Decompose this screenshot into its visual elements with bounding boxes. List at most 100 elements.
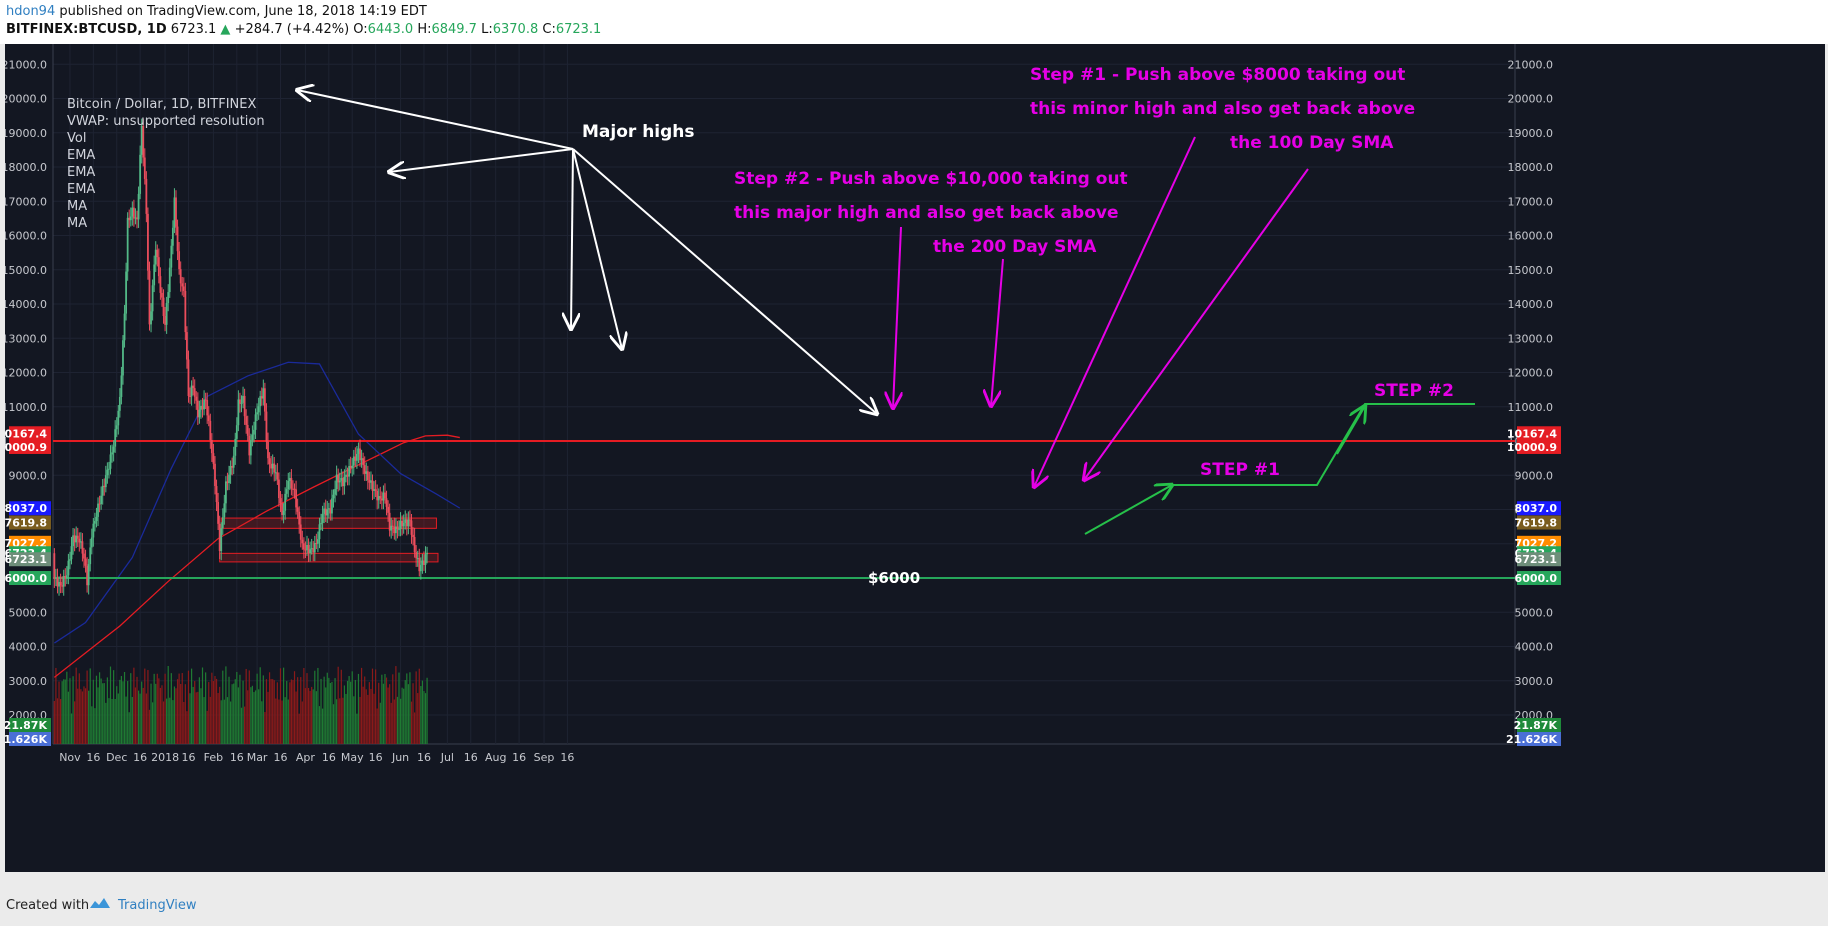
annotation-text: this major high and also get back above	[734, 203, 1119, 223]
volume-bar	[259, 667, 261, 744]
candle-body	[254, 414, 257, 430]
volume-bar	[219, 686, 221, 744]
volume-bar	[184, 684, 186, 744]
volume-bar	[272, 679, 274, 744]
candle-body	[148, 270, 151, 325]
volume-bar	[59, 699, 62, 744]
volume-bar	[74, 701, 76, 744]
candle-body	[98, 503, 101, 505]
volume-bar	[251, 685, 254, 744]
annotation-arrow-white	[297, 90, 574, 150]
candle-body	[157, 257, 160, 277]
price-label-badge-left	[9, 501, 51, 516]
candle-body	[424, 554, 427, 565]
candle-body	[108, 468, 110, 470]
candle-body	[184, 290, 187, 333]
volume-bar	[379, 702, 381, 744]
up-arrow-icon: ▲	[220, 22, 231, 37]
candle-body	[104, 475, 107, 488]
volume-bar	[253, 692, 255, 744]
price-tick-right: 5000.0	[1515, 606, 1554, 619]
volume-bar	[332, 704, 335, 744]
candle-body	[215, 486, 218, 503]
volume-bar	[162, 701, 165, 744]
candle-body	[332, 494, 335, 499]
volume-bar	[222, 670, 224, 744]
volume-bar	[399, 698, 402, 744]
volume-bar	[128, 712, 130, 744]
price-label-text-left: 10000.9	[5, 441, 47, 454]
candle-body	[112, 446, 115, 453]
volume-bar	[123, 671, 126, 744]
created-with-text: Created with	[6, 898, 90, 913]
volume-bar	[158, 678, 160, 744]
volume-bar	[409, 672, 411, 744]
volume-bar	[381, 674, 383, 744]
candle-body	[245, 416, 248, 425]
volume-bar	[353, 696, 355, 744]
candle-body	[132, 207, 135, 219]
open-label: O:	[353, 22, 368, 37]
price-label-text: 8037.0	[1515, 502, 1558, 515]
volume-bar	[133, 667, 135, 744]
volume-bar	[225, 666, 227, 744]
volume-bar	[318, 706, 321, 744]
volume-bar	[89, 668, 91, 744]
time-tick: 16	[369, 751, 383, 764]
candle-body	[356, 453, 358, 461]
volume-bar	[176, 679, 179, 744]
volume-bar	[211, 672, 213, 744]
legend-item-ma-1[interactable]: MA	[67, 199, 88, 214]
volume-bar	[334, 678, 336, 744]
candle-body	[262, 388, 265, 399]
volume-bar	[195, 692, 197, 744]
price-tick-left: 17000.0	[5, 195, 47, 208]
annotation-text: Step #2 - Push above $10,000 taking out	[734, 169, 1128, 189]
annotation-text: the 100 Day SMA	[1230, 133, 1394, 153]
candle-body	[79, 541, 82, 543]
time-tick: Dec	[106, 751, 127, 764]
chart-area[interactable]: 21000.0 21000.0 20000.0 20000.0 19000.0 19000…	[5, 44, 1825, 872]
candle-body	[320, 522, 322, 525]
candle-body	[64, 576, 67, 579]
volume-bar	[141, 681, 143, 744]
candle-body	[248, 435, 251, 456]
legend-item-ma-2[interactable]: MA	[67, 216, 88, 231]
candle-body	[95, 516, 98, 522]
volume-bar	[97, 687, 99, 744]
volume-bar	[401, 687, 403, 744]
price-tick-left: 3000.0	[9, 675, 48, 688]
annotation-arrow-magenta	[991, 258, 1004, 406]
volume-bar	[139, 693, 141, 744]
candle-body	[387, 506, 389, 513]
price-label-text: 10000.9	[1507, 441, 1557, 454]
candle-body	[55, 577, 57, 579]
candle-body	[62, 576, 65, 587]
volume-bar	[382, 683, 385, 744]
candle-body	[165, 303, 168, 325]
chart-legend: Bitcoin / Dollar, 1D, BITFINEX VWAP: uns…	[67, 96, 265, 232]
price-label-text-left: 10167.4	[5, 427, 47, 440]
tradingview-link[interactable]: TradingView	[118, 898, 197, 913]
price-tick-right: 18000.0	[1508, 161, 1554, 174]
candle-body	[385, 498, 388, 507]
candle-body	[348, 466, 351, 477]
candle-body	[235, 425, 238, 439]
volume-bar	[127, 681, 129, 744]
candle-body	[209, 420, 212, 441]
candle-body	[159, 276, 162, 293]
candle-body	[285, 489, 288, 494]
candle-body	[373, 489, 375, 491]
price-tick-right: 20000.0	[1508, 93, 1554, 106]
volume-bar	[214, 676, 216, 744]
candle-body	[295, 489, 297, 508]
chart-canvas[interactable]: 21000.0 21000.0 20000.0 20000.0 19000.0 19000…	[5, 44, 1825, 872]
candle-body	[337, 474, 340, 483]
legend-item-ema-1[interactable]: EMA	[67, 148, 96, 163]
legend-item-ema-3[interactable]: EMA	[67, 182, 96, 197]
volume-bar	[66, 671, 68, 744]
author-link[interactable]: hdon94	[6, 4, 56, 19]
legend-item-ema-2[interactable]: EMA	[67, 165, 96, 180]
legend-item-vol[interactable]: Vol	[67, 131, 87, 146]
volume-bar	[248, 670, 250, 744]
